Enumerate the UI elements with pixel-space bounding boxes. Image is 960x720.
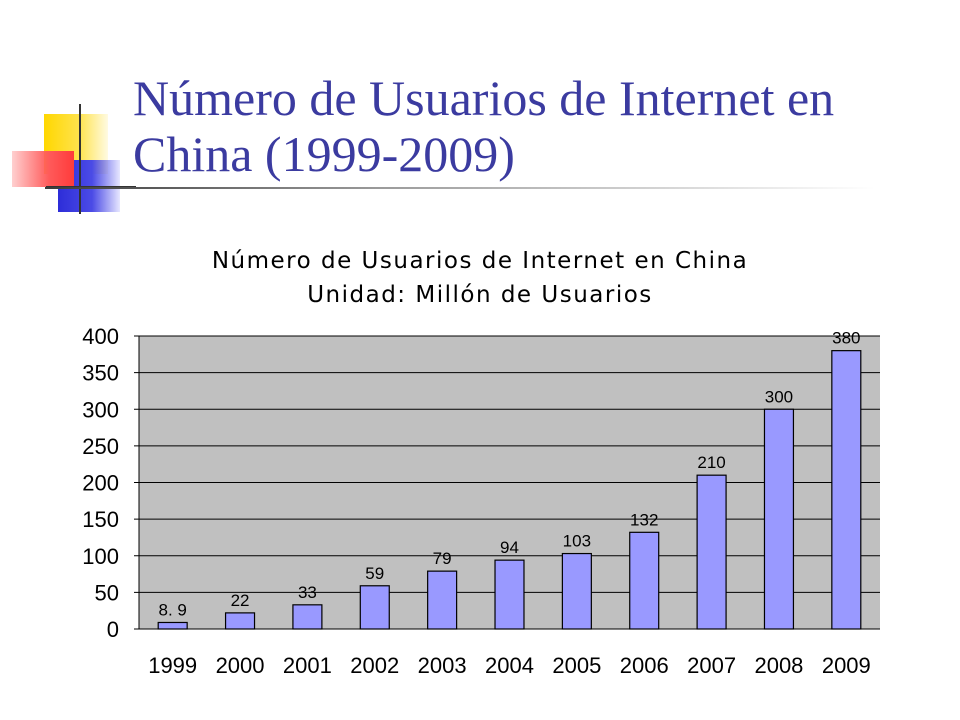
y-tick-label: 0 <box>107 617 119 642</box>
bar-2004 <box>494 559 525 630</box>
data-label-2001: 33 <box>298 583 317 602</box>
y-tick-label: 400 <box>82 324 119 349</box>
bar-2009 <box>831 350 862 630</box>
y-tick-label: 200 <box>82 471 119 496</box>
x-tick-label-2003: 2003 <box>418 653 467 678</box>
slide-title: Número de Usuarios de Internet en China … <box>133 70 835 182</box>
x-tick-label-2004: 2004 <box>485 653 534 678</box>
y-tick-label: 100 <box>82 544 119 569</box>
bar-2000 <box>224 612 256 630</box>
data-label-2000: 22 <box>231 591 250 610</box>
data-label-2006: 132 <box>630 510 658 529</box>
data-label-2004: 94 <box>500 538 519 557</box>
x-tick-label-2006: 2006 <box>620 653 669 678</box>
y-tick-label: 300 <box>82 397 119 422</box>
bar-2007 <box>696 474 727 630</box>
x-tick-label-2008: 2008 <box>754 653 803 678</box>
x-tick-label-2009: 2009 <box>822 653 871 678</box>
data-label-1999: 8. 9 <box>159 600 187 619</box>
bar-1999 <box>157 621 188 630</box>
x-tick-label-1999: 1999 <box>148 653 197 678</box>
chart-subtitle: Unidad: Millón de Usuarios <box>307 282 653 308</box>
x-tick-label-2001: 2001 <box>283 653 332 678</box>
y-tick-label: 250 <box>82 434 119 459</box>
x-tick-label-2005: 2005 <box>552 653 601 678</box>
bar-2005 <box>561 552 592 630</box>
decor-vertical-line <box>79 104 81 214</box>
bar-2006 <box>629 531 660 630</box>
title-underline <box>45 187 875 189</box>
data-label-2005: 103 <box>563 532 591 551</box>
data-label-2003: 79 <box>433 549 452 568</box>
bar-2002 <box>359 585 390 630</box>
data-label-2008: 300 <box>765 387 793 406</box>
data-label-2002: 59 <box>365 564 384 583</box>
chart-title: Número de Usuarios de Internet en China <box>212 248 748 274</box>
data-label-2007: 210 <box>697 453 725 472</box>
y-tick-label: 50 <box>95 580 119 605</box>
bar-2008 <box>763 408 795 630</box>
x-tick-label-2002: 2002 <box>350 653 399 678</box>
y-tick-label: 150 <box>82 507 119 532</box>
bar-chart: Número de Usuarios de Internet en China … <box>82 248 880 678</box>
plot-area: 0 50 100 150 200 250 300 350 400 8. 9 1999 22 2000 33… <box>82 324 880 678</box>
y-tick-label: 350 <box>82 361 119 386</box>
decor-red-bar <box>12 151 74 187</box>
x-tick-label-2000: 2000 <box>216 653 265 678</box>
x-tick-label-2007: 2007 <box>687 653 736 678</box>
data-label-2009: 380 <box>832 329 860 348</box>
bar-2003 <box>427 570 458 630</box>
bar-2001 <box>292 604 323 630</box>
